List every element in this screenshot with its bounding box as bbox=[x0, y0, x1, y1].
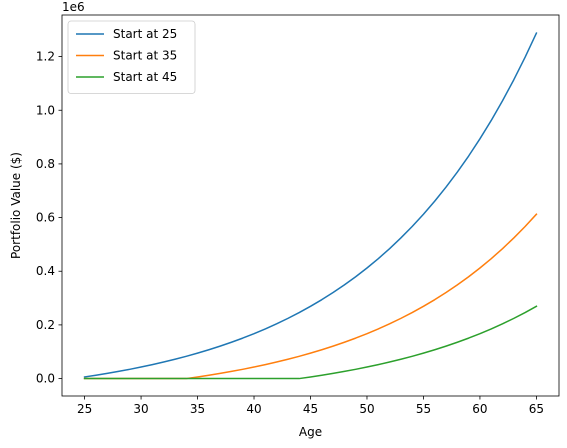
x-tick-label: 65 bbox=[529, 402, 544, 416]
x-tick-label: 30 bbox=[133, 402, 148, 416]
y-tick-label: 0.4 bbox=[36, 264, 55, 278]
series-line-1 bbox=[83, 32, 538, 378]
y-axis-label: Portfolio Value ($) bbox=[9, 152, 23, 259]
plot-lines bbox=[83, 32, 538, 380]
legend-label: Start at 35 bbox=[113, 49, 177, 63]
x-tick-label: 40 bbox=[246, 402, 261, 416]
x-tick-label: 45 bbox=[303, 402, 318, 416]
y-tick-label: 0.0 bbox=[36, 372, 55, 386]
y-tick-label: 0.8 bbox=[36, 157, 55, 171]
x-axis-ticks: 25 30 35 40 45 50 55 60 65 bbox=[77, 396, 544, 416]
x-tick-label: 25 bbox=[77, 402, 92, 416]
x-tick-label: 35 bbox=[190, 402, 205, 416]
series-line-3 bbox=[83, 305, 538, 380]
legend-label: Start at 25 bbox=[113, 27, 177, 41]
legend-box bbox=[67, 20, 196, 94]
y-tick-label: 1.2 bbox=[36, 50, 55, 64]
x-tick-label: 55 bbox=[416, 402, 431, 416]
y-tick-label: 0.2 bbox=[36, 318, 55, 332]
x-tick-label: 50 bbox=[359, 402, 374, 416]
y-tick-label: 0.6 bbox=[36, 211, 55, 225]
x-axis-label: Age bbox=[299, 425, 322, 439]
legend: Start at 25 Start at 35 Start at 45 bbox=[67, 20, 196, 94]
y-axis-ticks: 0.0 0.2 0.4 0.6 0.8 1.0 1.2 bbox=[36, 50, 62, 386]
x-tick-label: 60 bbox=[472, 402, 487, 416]
y-tick-label: 1.0 bbox=[36, 103, 55, 117]
legend-label: Start at 45 bbox=[113, 70, 177, 84]
y-offset-label: 1e6 bbox=[62, 0, 85, 14]
